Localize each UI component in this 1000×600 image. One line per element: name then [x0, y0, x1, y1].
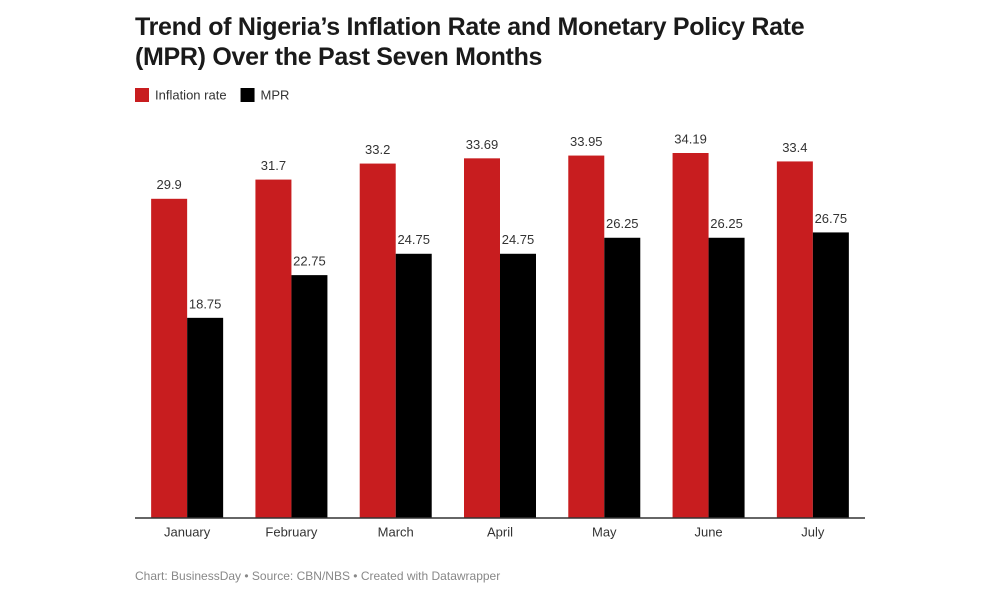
x-tick-label: July — [801, 524, 825, 539]
value-label: 33.69 — [466, 137, 499, 152]
bar — [395, 253, 432, 518]
x-tick-label: April — [487, 524, 513, 539]
value-label: 26.25 — [710, 216, 743, 231]
bar — [151, 198, 188, 519]
value-label: 33.95 — [570, 134, 603, 149]
value-label: 26.75 — [815, 211, 848, 226]
legend-swatch — [240, 88, 255, 102]
bar — [672, 153, 709, 518]
bar — [604, 237, 641, 518]
bar — [776, 161, 813, 518]
legend-label: Inflation rate — [155, 87, 227, 102]
value-label: 18.75 — [189, 296, 222, 311]
bar — [359, 163, 396, 518]
legend-swatch — [135, 88, 149, 102]
bar — [464, 158, 500, 518]
value-label: 24.75 — [502, 232, 535, 247]
bar — [255, 179, 292, 518]
bar — [500, 253, 536, 518]
x-tick-label: February — [265, 524, 318, 539]
bar — [568, 155, 605, 519]
source-note: Chart: BusinessDay • Source: CBN/NBS • C… — [135, 569, 500, 583]
value-label: 34.19 — [674, 131, 707, 146]
bar — [812, 232, 849, 518]
value-label: 31.7 — [261, 158, 286, 173]
bar — [187, 317, 224, 518]
chart-title: Trend of Nigeria’s Inflation Rate and Mo… — [135, 13, 805, 71]
value-label: 24.75 — [397, 232, 430, 247]
x-tick-label: March — [378, 524, 414, 539]
legend-label: MPR — [261, 87, 290, 102]
bar — [291, 275, 328, 518]
x-tick-label: June — [694, 524, 722, 539]
x-tick-label: May — [592, 524, 617, 539]
value-label: 33.2 — [365, 142, 390, 157]
x-tick-label: January — [164, 524, 211, 539]
value-label: 33.4 — [782, 140, 807, 155]
value-label: 26.25 — [606, 216, 639, 231]
value-label: 29.9 — [156, 177, 181, 192]
value-label: 22.75 — [293, 254, 326, 269]
bar — [708, 237, 745, 518]
